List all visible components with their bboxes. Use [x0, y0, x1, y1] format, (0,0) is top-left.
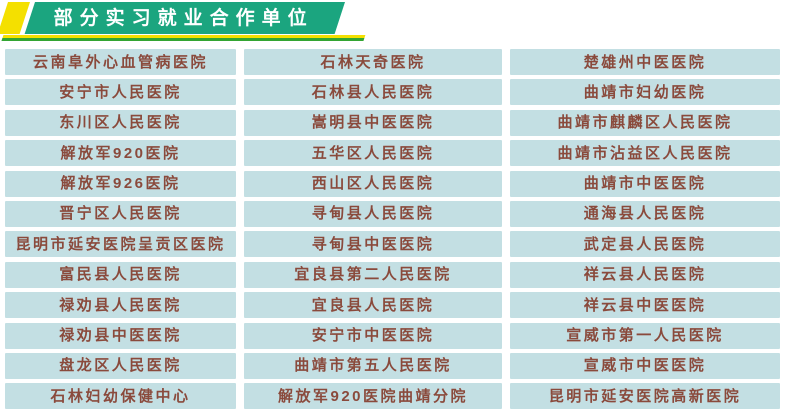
table-column-3: 楚雄州中医医院 曲靖市妇幼医院 曲靖市麒麟区人民医院 曲靖市沾益区人民医院 曲靖市中医医… — [510, 49, 780, 410]
table-cell: 武定县人民医院 — [510, 231, 780, 258]
partner-hospital-table: 云南阜外心血管病医院 安宁市人民医院 东川区人民医院 解放军920医院 解放军926医院… — [5, 49, 780, 410]
table-cell: 昆明市延安医院高新医院 — [510, 383, 780, 410]
table-cell: 安宁市中医医院 — [244, 322, 502, 349]
table-cell: 曲靖市麒麟区人民医院 — [510, 109, 780, 136]
table-cell: 通海县人民医院 — [510, 200, 780, 227]
table-cell: 宜良县第二人民医院 — [244, 261, 502, 288]
table-cell: 宣威市中医医院 — [510, 352, 780, 379]
table-cell: 东川区人民医院 — [5, 109, 236, 136]
table-column-2: 石林天奇医院 石林县人民医院 嵩明县中医医院 五华区人民医院 西山区人民医院 寻甸县人民医… — [244, 49, 502, 410]
table-cell: 楚雄州中医医院 — [510, 49, 780, 75]
table-cell: 宜良县人民医院 — [244, 292, 502, 319]
table-cell: 禄劝县人民医院 — [5, 292, 236, 319]
table-cell: 寻甸县人民医院 — [244, 200, 502, 227]
banner-ribbon: 部分实习就业合作单位 — [0, 2, 346, 34]
table-cell: 解放军926医院 — [5, 170, 236, 197]
table-cell: 盘龙区人民医院 — [5, 352, 236, 379]
table-cell: 祥云县人民医院 — [510, 261, 780, 288]
table-cell: 寻甸县中医医院 — [244, 231, 502, 258]
banner-title: 部分实习就业合作单位 — [53, 7, 314, 29]
table-cell: 昆明市延安医院呈贡区医院 — [5, 231, 236, 258]
table-cell: 晋宁区人民医院 — [5, 200, 236, 227]
table-cell: 解放军920医院 — [5, 140, 236, 167]
table-cell: 石林县人民医院 — [244, 79, 502, 106]
banner-underline-green — [1, 37, 365, 40]
table-cell: 富民县人民医院 — [5, 261, 236, 288]
table-cell: 嵩明县中医医院 — [244, 109, 502, 136]
table-cell: 禄劝县中医医院 — [5, 322, 236, 349]
table-cell: 曲靖市第五人民医院 — [244, 352, 502, 379]
table-cell: 云南阜外心血管病医院 — [5, 49, 236, 75]
table-column-1: 云南阜外心血管病医院 安宁市人民医院 东川区人民医院 解放军920医院 解放军926医院… — [5, 49, 236, 410]
table-cell: 解放军920医院曲靖分院 — [244, 383, 502, 410]
banner-green-ribbon: 部分实习就业合作单位 — [24, 2, 346, 34]
table-cell: 曲靖市中医医院 — [510, 170, 780, 197]
table-cell: 曲靖市沾益区人民医院 — [510, 140, 780, 167]
table-cell: 安宁市人民医院 — [5, 79, 236, 106]
table-cell: 五华区人民医院 — [244, 140, 502, 167]
banner: 部分实习就业合作单位 — [0, 2, 366, 42]
table-cell: 曲靖市妇幼医院 — [510, 79, 780, 106]
table-cell: 石林妇幼保健中心 — [5, 383, 236, 410]
table-cell: 宣威市第一人民医院 — [510, 322, 780, 349]
table-cell: 西山区人民医院 — [244, 170, 502, 197]
table-cell: 石林天奇医院 — [244, 49, 502, 75]
table-cell: 祥云县中医医院 — [510, 292, 780, 319]
